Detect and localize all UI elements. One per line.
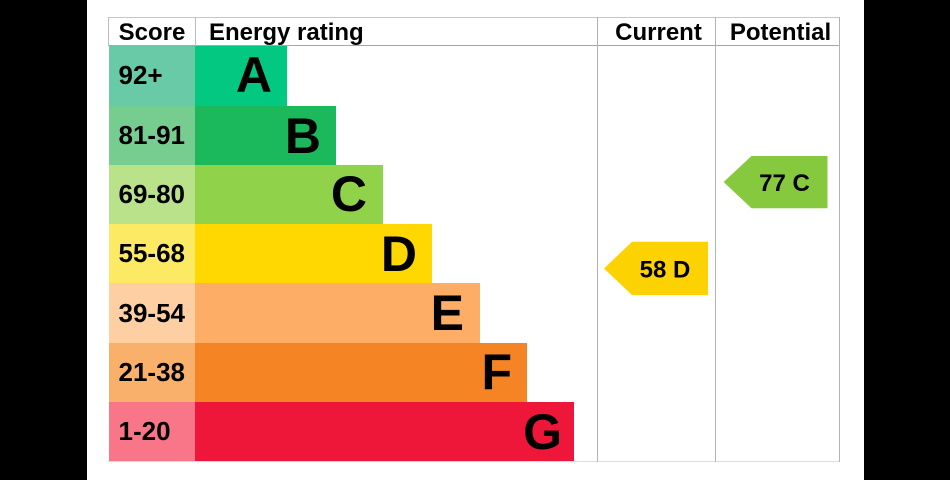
- svg-text:77 C: 77 C: [759, 170, 810, 197]
- svg-text:58 D: 58 D: [640, 256, 691, 283]
